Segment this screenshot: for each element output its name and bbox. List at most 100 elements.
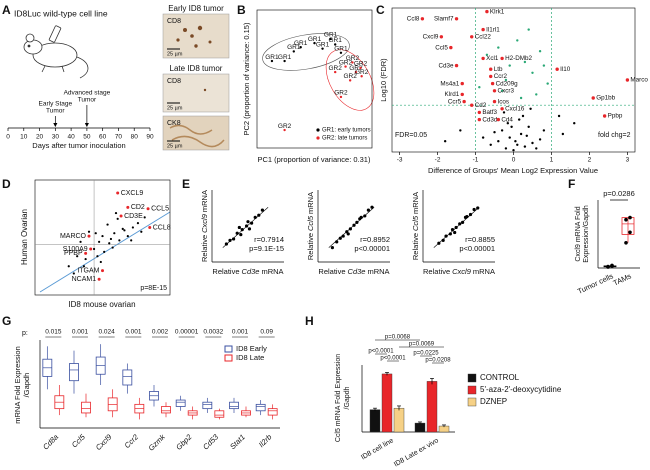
threshold-label: fold chg=2 [598, 132, 631, 139]
tick-label: 0 [6, 134, 10, 141]
axis-label: Ccl5 mRNA Fold Expression [335, 354, 342, 442]
gene-label: PPBP [64, 250, 83, 257]
box [229, 401, 239, 410]
point [247, 227, 252, 231]
point [108, 242, 111, 245]
axis-label: Log10 (FDR) [379, 58, 388, 102]
point [557, 114, 561, 118]
point [339, 95, 343, 99]
axis-label: Relative Ccl5mRNA [411, 192, 420, 260]
p-prefix: p: [22, 330, 28, 337]
gene-point [500, 56, 504, 61]
point [113, 232, 116, 235]
axis-label: /Gapdh [22, 373, 31, 398]
annotation: p=0.0208 [425, 358, 451, 364]
point-label: GR1 [329, 37, 343, 44]
scale-label: 25 µm [167, 51, 183, 57]
axis-label: Difference of Groups' Mean Log2 Expressi… [428, 166, 598, 175]
plot-frame [256, 9, 373, 149]
image-title: Early ID8 tumor [168, 4, 224, 13]
gene-label: Ms4a1 [440, 80, 459, 87]
point [448, 232, 452, 236]
panel-letter: E [182, 177, 190, 191]
point [512, 149, 515, 152]
gene-label: Marco [630, 77, 648, 84]
gene-label: CD2 [131, 204, 145, 211]
gene-label: H2-DMb2 [505, 55, 532, 62]
point [497, 140, 500, 143]
point [538, 50, 542, 53]
tick-label: 0 [512, 157, 516, 164]
point [527, 28, 530, 31]
gene-label: Il10 [560, 66, 571, 73]
axis-label-part: mRNA [473, 267, 495, 276]
box [214, 410, 225, 418]
gene-label: Cxcl16 [505, 105, 525, 112]
point [519, 96, 523, 100]
panel-letter: A [2, 3, 11, 17]
point [478, 86, 481, 89]
mouse-illustration [23, 25, 89, 79]
gene-label: MARCO [60, 233, 87, 240]
point [338, 236, 342, 240]
point [106, 223, 109, 226]
gene-point [555, 67, 559, 71]
stain-label: CD8 [167, 78, 181, 85]
p-value: 0.09 [260, 329, 273, 336]
axis-label: Relative Cd3e mRNA [212, 267, 283, 276]
point [542, 129, 546, 132]
point-label: GR2 [346, 55, 360, 62]
point [354, 70, 358, 74]
p-value: 0.001 [72, 329, 89, 336]
scale-label: 25 µm [167, 143, 183, 149]
axis-label: Human Ovarian [20, 209, 29, 265]
gene-label: Cxcr3 [498, 87, 515, 94]
gene-label: ITGAM [77, 267, 99, 274]
event-label: Tumor [78, 97, 97, 104]
point [542, 64, 546, 67]
gene-label: Cd3e [438, 62, 454, 69]
gene-point [496, 117, 501, 122]
stat-label: p<0.00001 [354, 244, 390, 253]
point [240, 228, 244, 232]
gene-label: Ccl8 [407, 15, 420, 22]
gene-point [449, 45, 453, 50]
point [535, 147, 538, 150]
point [472, 207, 476, 212]
point-label: GR1 [287, 44, 301, 51]
legend-marker [316, 136, 320, 140]
axis-label-part: Cxcl9 [452, 267, 472, 276]
point [514, 140, 517, 143]
point [497, 46, 500, 49]
point [228, 238, 232, 242]
point [99, 260, 102, 264]
axis-label-part: Ccl5 [411, 215, 420, 231]
point [443, 140, 447, 143]
point [79, 240, 82, 243]
box [175, 399, 186, 407]
tick-label: 60 [99, 134, 107, 141]
gene-point [116, 191, 120, 195]
tick-label: 10 [20, 134, 28, 141]
bar [414, 422, 426, 433]
gene-label: Ccr5 [448, 98, 462, 105]
axis-label-part: mRNA [411, 192, 420, 214]
point [101, 234, 104, 238]
box [81, 401, 91, 414]
stat-label: p<0.00001 [459, 244, 495, 253]
tick-label: 40 [67, 134, 75, 141]
gene-label: Cd4 [501, 116, 513, 123]
point [610, 263, 614, 268]
point [519, 132, 523, 136]
event-label: Tumor [46, 108, 65, 115]
gene-label: CCL5 [151, 206, 169, 213]
fit-line [222, 207, 269, 248]
stain-label: CK8 [167, 120, 181, 127]
p-value: 0.001 [125, 329, 142, 336]
point [500, 89, 504, 93]
gene-point [84, 251, 88, 255]
point [606, 264, 610, 269]
